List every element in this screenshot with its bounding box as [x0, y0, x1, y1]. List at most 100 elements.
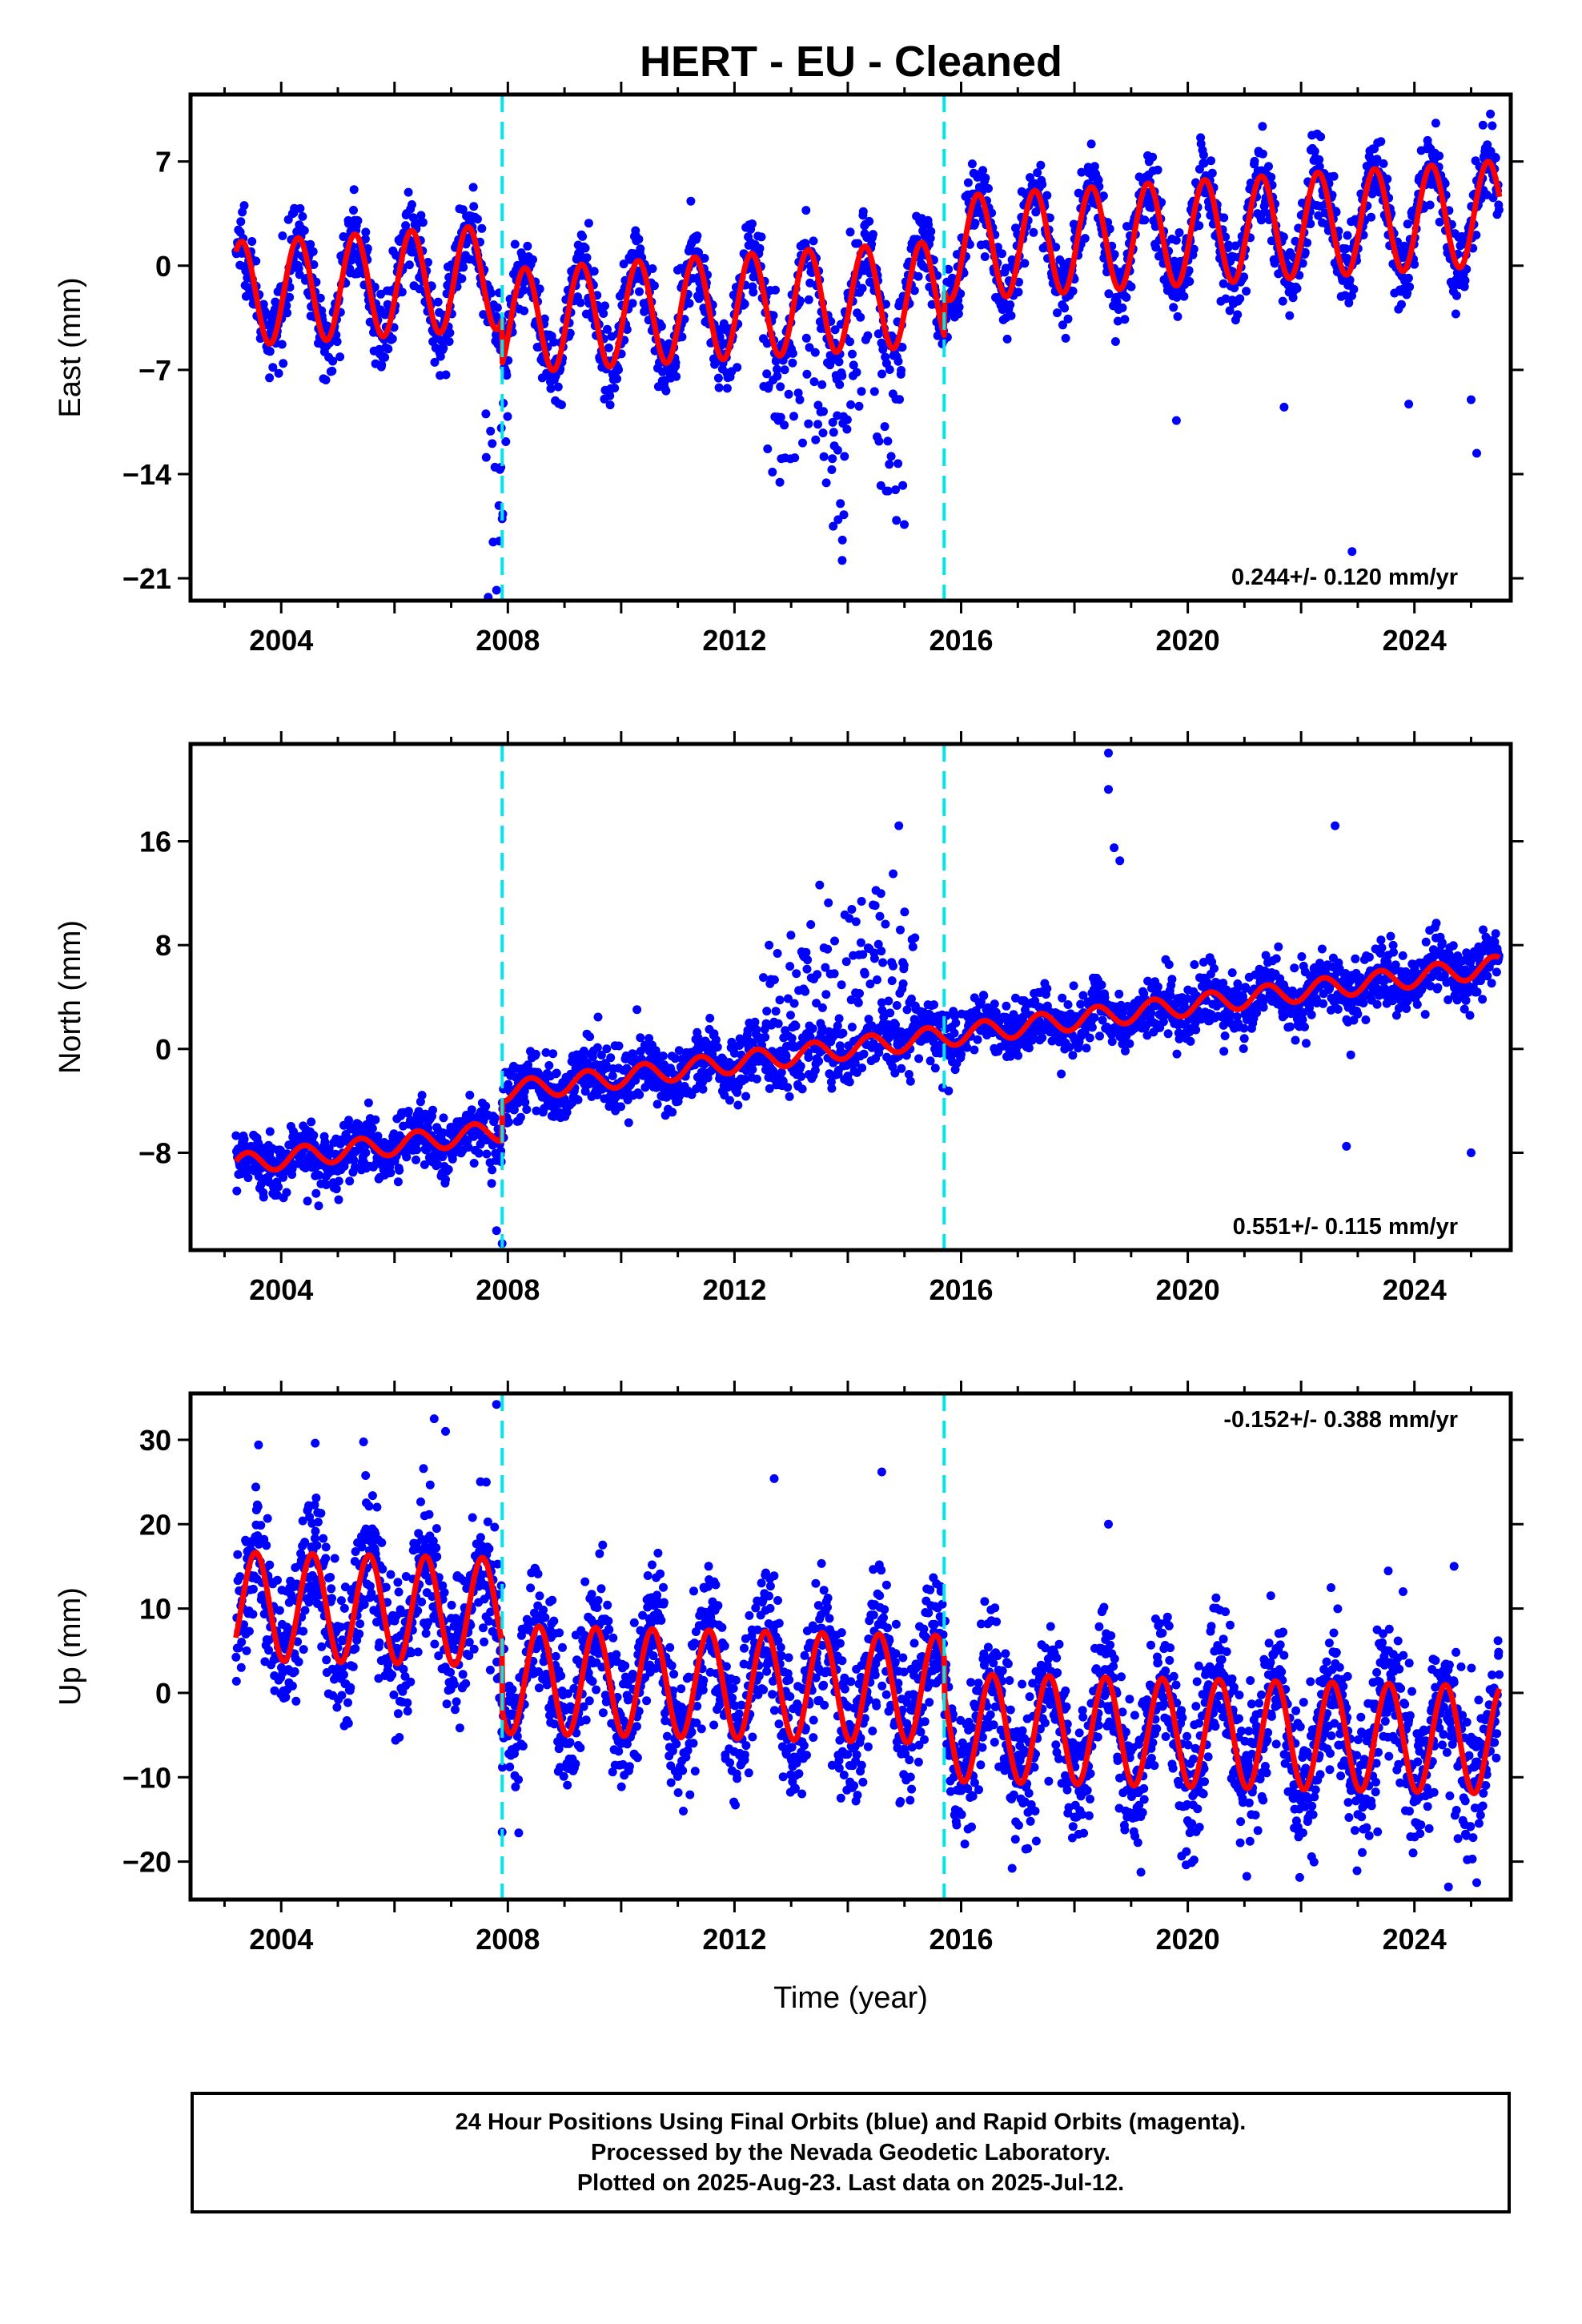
data-point: [824, 898, 833, 907]
data-point: [796, 296, 805, 306]
data-point: [797, 1072, 806, 1081]
data-point: [649, 281, 659, 291]
data-point: [1367, 212, 1376, 222]
data-point: [885, 365, 894, 374]
data-point: [477, 223, 487, 233]
data-point: [1227, 968, 1237, 978]
data-point: [858, 207, 868, 216]
data-point: [624, 1118, 633, 1128]
data-point: [576, 298, 585, 308]
data-point: [439, 1113, 448, 1123]
data-point: [502, 371, 512, 380]
data-point: [865, 216, 874, 226]
data-point: [474, 1148, 484, 1158]
data-point: [1258, 149, 1267, 159]
data-point: [841, 957, 851, 967]
data-point: [468, 183, 478, 192]
data-point: [600, 301, 609, 311]
data-point: [309, 260, 319, 269]
data-point: [837, 980, 846, 990]
data-point: [345, 1176, 355, 1186]
data-point: [1219, 213, 1229, 223]
data-point: [1001, 263, 1010, 273]
data-point: [1376, 137, 1386, 147]
data-point: [913, 271, 923, 281]
data-point: [784, 389, 793, 399]
data-point: [886, 452, 896, 461]
data-point: [444, 337, 454, 346]
data-point: [897, 1063, 906, 1073]
data-point: [954, 302, 964, 312]
data-point: [501, 437, 511, 446]
data-point: [761, 1032, 770, 1042]
data-point: [540, 314, 549, 324]
data-point: [386, 1168, 396, 1177]
data-point: [1085, 1033, 1094, 1043]
data-point: [265, 347, 275, 356]
data-point: [510, 239, 520, 249]
data-point: [593, 1012, 603, 1022]
data-point: [814, 1056, 824, 1066]
data-point: [408, 200, 416, 209]
data-point: [748, 219, 757, 228]
data-point: [1122, 292, 1131, 302]
data-point: [1264, 162, 1273, 171]
data-point: [387, 334, 397, 344]
data-point: [404, 187, 413, 197]
data-point: [880, 422, 889, 432]
data-point: [828, 454, 837, 464]
data-point: [417, 1091, 427, 1100]
data-point: [740, 300, 749, 309]
data-point: [827, 1084, 837, 1093]
data-point: [896, 925, 905, 935]
data-point: [827, 465, 837, 474]
data-point: [855, 989, 864, 998]
data-point: [1285, 311, 1295, 320]
data-point: [239, 201, 249, 211]
data-point: [303, 1196, 312, 1206]
data-point: [1190, 960, 1199, 969]
chart-title: HERT - EU - Cleaned: [640, 38, 1062, 86]
data-point: [445, 328, 455, 338]
data-point: [839, 510, 849, 520]
data-point: [247, 237, 257, 246]
data-point: [793, 388, 803, 398]
data-point: [819, 407, 828, 416]
outlier-point: [1171, 416, 1181, 425]
data-point: [1058, 320, 1067, 330]
data-point: [1060, 304, 1070, 313]
data-point: [834, 1014, 844, 1023]
y-tick-label: 7: [155, 146, 171, 179]
data-point: [838, 1028, 848, 1038]
data-point: [1146, 1008, 1156, 1018]
data-point: [847, 905, 857, 914]
data-point: [1153, 982, 1162, 991]
data-point: [846, 400, 856, 409]
data-point: [869, 230, 877, 239]
data-point: [885, 1008, 895, 1018]
data-point: [813, 420, 822, 429]
data-point: [806, 920, 816, 929]
data-point: [837, 535, 847, 545]
data-point: [851, 917, 861, 927]
data-point: [1107, 1037, 1117, 1047]
data-point: [1250, 156, 1259, 166]
data-point: [853, 239, 863, 248]
data-point: [883, 486, 893, 496]
data-point: [1207, 156, 1215, 166]
data-point: [334, 1176, 343, 1186]
data-point: [1151, 243, 1161, 252]
data-point: [801, 206, 811, 215]
data-point: [279, 359, 288, 368]
data-point: [752, 1025, 761, 1035]
data-point: [853, 998, 863, 1007]
data-point: [930, 1000, 938, 1010]
data-point: [1164, 960, 1174, 969]
data-point: [829, 969, 839, 979]
data-point: [516, 1112, 525, 1122]
data-point: [869, 387, 879, 396]
data-point: [897, 366, 906, 375]
data-point: [535, 284, 544, 294]
data-point: [722, 384, 732, 393]
